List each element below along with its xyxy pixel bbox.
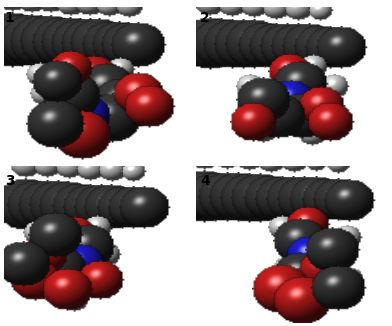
Text: 2: 2 [200,11,210,25]
Text: 4: 4 [200,174,210,188]
Text: 3: 3 [5,174,15,188]
Text: 1: 1 [5,11,15,25]
